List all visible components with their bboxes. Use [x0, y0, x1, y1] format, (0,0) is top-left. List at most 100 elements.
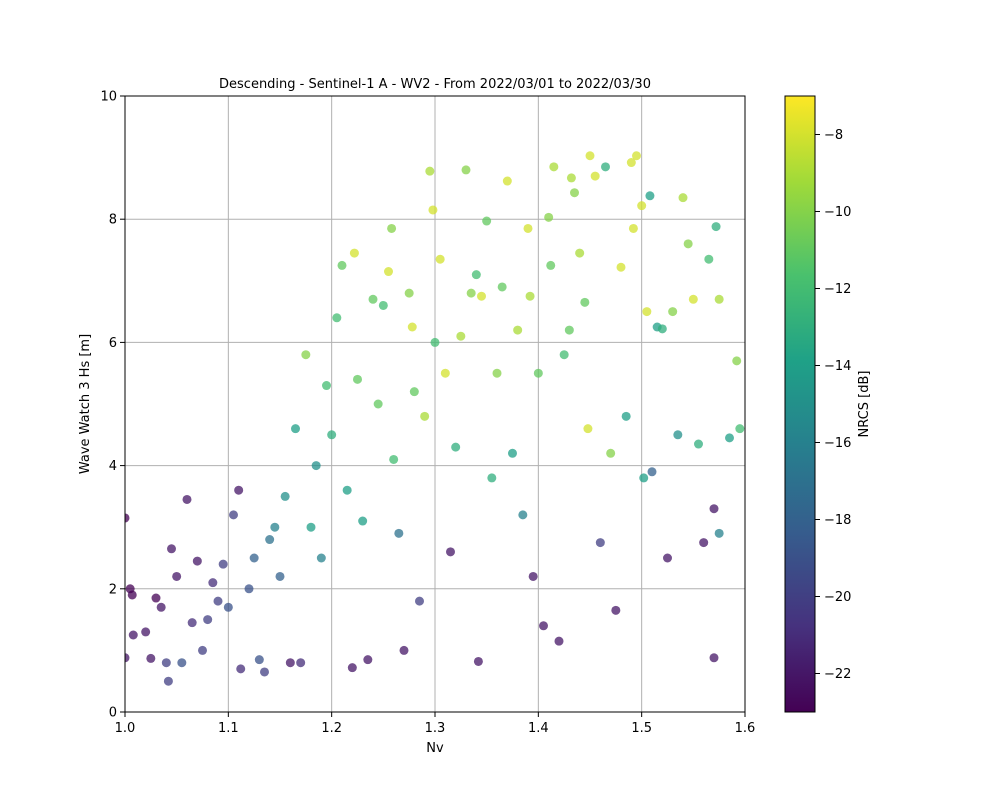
scatter-point [482, 216, 492, 226]
scatter-point [275, 571, 285, 581]
scatter-point [249, 553, 259, 563]
x-tick-label: 1.1 [218, 721, 239, 736]
x-axis-ticks: 1.0 1.1 1.2 1.3 1.4 1.5 1.6 [115, 712, 756, 736]
scatter-point [327, 430, 337, 440]
scatter-point [316, 553, 326, 563]
y-tick-label: 10 [100, 90, 117, 105]
scatter-point [440, 368, 450, 378]
scatter-point [590, 171, 600, 181]
scatter-point [260, 667, 269, 677]
y-tick-label: 6 [109, 336, 117, 351]
scatter-point [513, 325, 523, 335]
scatter-point [353, 374, 362, 384]
scatter-point [407, 322, 417, 332]
scatter-point [564, 325, 574, 335]
scatter-point [714, 294, 724, 304]
scatter-point [349, 248, 359, 258]
colorbar-tick-label: −20 [824, 590, 851, 605]
scatter-point [732, 356, 742, 366]
scatter-point [234, 485, 244, 495]
scatter-point [363, 655, 373, 665]
scatter-point [461, 165, 471, 175]
scatter-point [213, 596, 223, 606]
scatter-point [172, 571, 182, 581]
scatter-point [368, 294, 378, 304]
x-tick-label: 1.5 [631, 721, 652, 736]
scatter-point [125, 653, 130, 663]
scatter-point [208, 578, 218, 588]
scatter-point [704, 254, 714, 264]
scatter-point [473, 656, 483, 666]
colorbar-tick-label: −10 [824, 205, 851, 220]
scatter-point [466, 288, 476, 298]
scatter-point [125, 513, 130, 523]
scatter-point [606, 448, 616, 458]
x-axis-label: Nv [426, 741, 444, 756]
scatter-point [621, 411, 631, 421]
colorbar-tick-label: −18 [824, 513, 851, 528]
scatter-point [161, 658, 171, 668]
scatter-point [694, 439, 703, 449]
scatter-point [508, 448, 517, 458]
scatter-point [637, 201, 647, 211]
scatter-point [244, 584, 254, 594]
scatter-point [628, 223, 638, 233]
scatter-point [611, 605, 621, 615]
scatter-point [420, 411, 430, 421]
scatter-point [570, 188, 579, 198]
scatter-point [683, 239, 693, 249]
scatter-point [714, 528, 724, 538]
scatter-point [477, 291, 486, 301]
scatter-point [141, 627, 151, 637]
scatter-point [128, 630, 138, 640]
x-tick-label: 1.6 [735, 721, 756, 736]
scatter-point [387, 223, 397, 233]
colorbar-tick-label: −16 [824, 436, 851, 451]
scatter-point [311, 461, 321, 471]
scatter-point [549, 162, 559, 172]
x-tick-label: 1.0 [115, 721, 136, 736]
scatter-point [502, 176, 512, 186]
y-axis-label: Wave Watch 3 Hs [m] [78, 334, 93, 474]
scatter-point [492, 368, 502, 378]
scatter-point [306, 522, 316, 532]
scatter-point [404, 288, 414, 298]
scatter-point [342, 485, 352, 495]
scatter-point [668, 307, 678, 317]
scatter-point [347, 663, 357, 673]
scatter-point [451, 442, 461, 452]
scatter-point [378, 300, 388, 310]
scatter-point [487, 473, 497, 483]
scatter-point [254, 655, 264, 665]
scatter-point [663, 553, 672, 563]
scatter-point [642, 307, 652, 317]
scatter-point [709, 504, 719, 514]
scatter-point [373, 399, 383, 409]
scatter-point [435, 254, 445, 264]
chart-title: Descending - Sentinel-1 A - WV2 - From 2… [219, 77, 651, 92]
colorbar [784, 95, 816, 713]
scatter-point [647, 467, 657, 477]
scatter-point [688, 294, 698, 304]
scatter-point [127, 590, 137, 600]
scatter-point [332, 313, 342, 323]
scatter-point [554, 636, 564, 646]
scatter-point [192, 556, 202, 566]
scatter-point [709, 653, 719, 663]
scatter-point [163, 676, 173, 686]
scatter-point [583, 424, 593, 434]
scatter-point [198, 645, 207, 655]
scatter-point [270, 522, 280, 532]
colorbar-tick-label: −12 [824, 282, 851, 297]
scatter-point [735, 424, 745, 434]
scatter-point [236, 664, 246, 674]
scatter-point [559, 350, 569, 360]
scatter-point [187, 618, 197, 628]
scatter-point [518, 510, 528, 520]
scatter-point [296, 658, 306, 668]
scatter-point [203, 615, 213, 625]
scatter-point [223, 602, 233, 612]
scatter-point [182, 494, 192, 504]
scatter-point [301, 350, 311, 360]
